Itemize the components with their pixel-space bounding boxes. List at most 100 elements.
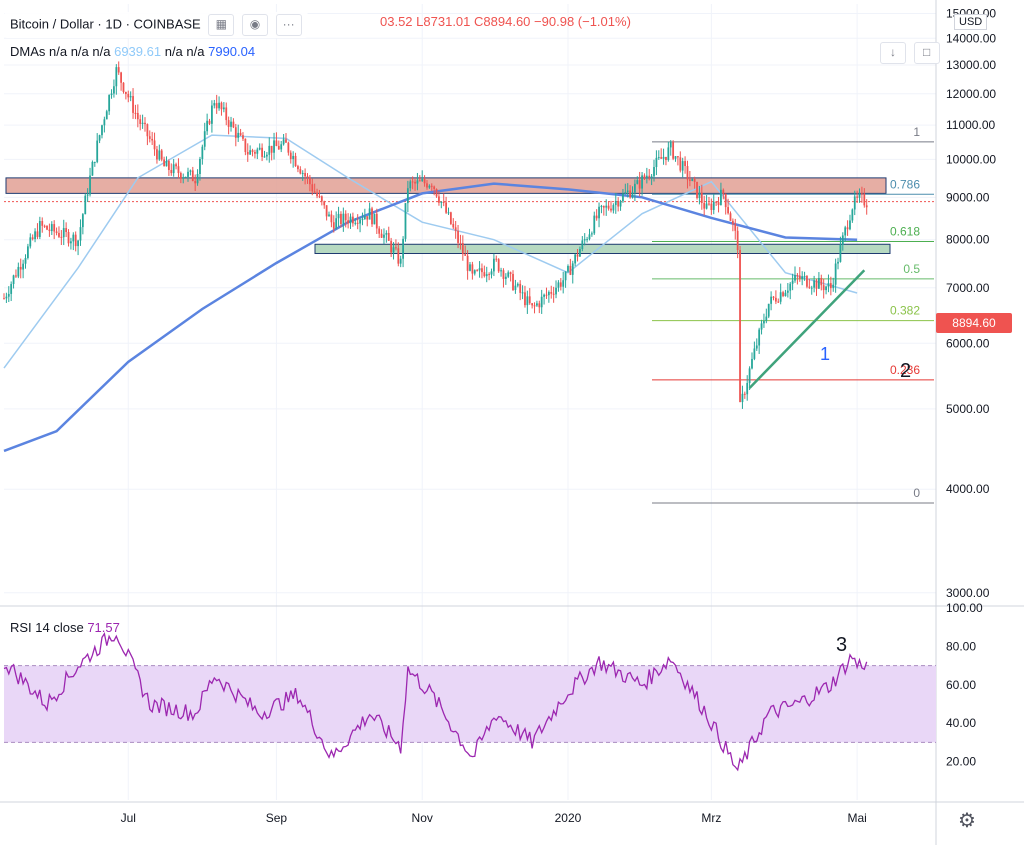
dma-legend[interactable]: DMAs n/a n/a n/a 6939.61 n/a n/a 7990.04 [10, 44, 255, 59]
candle-body [449, 212, 452, 224]
candle-body [600, 205, 603, 207]
candle-body [729, 213, 732, 221]
candle-body [136, 112, 139, 120]
candle-body [177, 166, 180, 174]
candle-body [160, 150, 163, 160]
candle-body [624, 192, 627, 194]
candle-body [662, 156, 665, 159]
candle-body [865, 205, 868, 208]
rsi-tick-label: 20.00 [946, 755, 976, 769]
candle-body [832, 284, 835, 289]
candle-body [717, 202, 720, 206]
candle-body [325, 205, 328, 217]
candle-body [765, 316, 768, 322]
rsi-label: RSI 14 close [10, 620, 84, 635]
candle-body [426, 183, 428, 188]
candle-body [633, 183, 636, 193]
candle-body [700, 192, 703, 203]
y-tick-label: 13000.00 [946, 58, 996, 72]
settings-icon[interactable]: ⚙ [958, 810, 976, 832]
candle-body [438, 196, 440, 203]
candle-body [631, 192, 634, 198]
fib-level-label: 0.618 [890, 225, 920, 239]
candle-body [825, 286, 827, 291]
candle-body [337, 213, 340, 219]
candle-body [65, 228, 68, 233]
eye-icon[interactable]: ◉ [241, 14, 268, 36]
candle-body [753, 348, 756, 359]
square-icon[interactable]: □ [913, 42, 940, 64]
candle-body [435, 188, 438, 197]
candle-body [416, 180, 419, 184]
candle-body [38, 221, 41, 237]
candle-body [715, 201, 718, 203]
candle-body [708, 203, 710, 205]
candle-body [703, 202, 706, 209]
candle-body [311, 184, 314, 192]
candle-body [124, 91, 127, 94]
fib-level-label: 0 [913, 486, 920, 500]
candle-body [461, 243, 464, 255]
candle-body [851, 209, 854, 221]
y-tick-label: 3000.00 [946, 586, 990, 600]
candle-body [736, 230, 739, 251]
candle-body [476, 270, 479, 272]
candle-body [751, 358, 753, 369]
close-value: C8894.60 [474, 14, 531, 29]
candle-body [48, 229, 51, 232]
candle-body [688, 179, 691, 181]
more-icon[interactable]: ··· [275, 14, 302, 36]
candle-body [103, 119, 106, 126]
candle-body [648, 175, 651, 178]
candle-body [798, 275, 801, 279]
indicator-icon[interactable]: ▦ [208, 14, 235, 36]
zone-support [314, 243, 891, 255]
candle-body [794, 275, 796, 281]
candle-body [246, 151, 249, 155]
arrow-down-icon[interactable]: ↓ [880, 42, 906, 64]
dma-line [3, 182, 858, 453]
candle-body [347, 220, 350, 224]
candle-body [595, 215, 598, 219]
candle-body [406, 188, 409, 204]
candle-body [328, 214, 330, 217]
zone-resistance [5, 177, 887, 194]
candle-body [141, 122, 144, 124]
candle-body [19, 266, 22, 270]
ohlc-readout: 03.52 L8731.01 C8894.60 −90.98 (−1.01%) [380, 14, 631, 29]
candle-body [254, 151, 256, 154]
candle-body [803, 276, 806, 278]
candle-body [536, 303, 538, 306]
candle-body [538, 303, 541, 308]
rsi-tick-label: 40.00 [946, 716, 976, 730]
candle-body [409, 181, 412, 189]
candle-body [748, 368, 751, 383]
candle-body [12, 275, 15, 284]
candle-body [395, 247, 397, 249]
candles-group [3, 61, 868, 409]
candle-body [734, 223, 737, 231]
candle-body [586, 239, 588, 241]
candle-body [770, 296, 773, 304]
candle-body [411, 181, 414, 183]
candle-body [509, 272, 512, 274]
rsi-legend[interactable]: RSI 14 close 71.57 [10, 620, 120, 635]
candle-body [806, 276, 808, 287]
candle-body [148, 136, 151, 139]
candle-body [856, 196, 859, 198]
candle-body [841, 235, 844, 245]
candle-body [677, 156, 679, 158]
candle-body [242, 135, 244, 139]
candle-body [320, 196, 323, 202]
symbol-title[interactable]: Bitcoin / Dollar · 1D · COINBASE [10, 16, 201, 32]
candle-body [796, 275, 799, 277]
candle-body [294, 155, 297, 167]
candle-body [187, 171, 189, 177]
candle-body [614, 200, 617, 206]
y-tick-label: 5000.00 [946, 402, 990, 416]
candle-body [308, 177, 311, 185]
candle-body [129, 96, 132, 98]
candle-body [552, 293, 555, 295]
candle-body [344, 213, 347, 221]
